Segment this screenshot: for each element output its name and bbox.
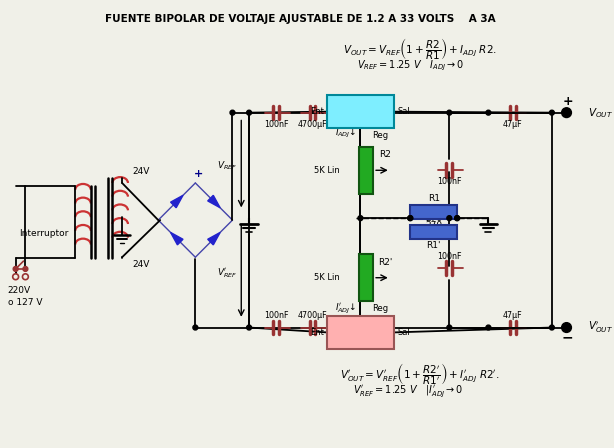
Text: 270: 270 [425, 221, 442, 230]
Circle shape [193, 325, 198, 330]
Text: $V_{OUT}'$: $V_{OUT}'$ [588, 320, 613, 335]
Text: $V_{REF}'$: $V_{REF}'$ [217, 266, 238, 280]
Circle shape [455, 215, 459, 220]
Polygon shape [208, 195, 220, 208]
Text: 220V: 220V [8, 286, 31, 295]
Circle shape [562, 323, 572, 332]
Text: FUENTE BIPOLAR DE VOLTAJE AJUSTABLE DE 1.2 A 33 VOLTS    A 3A: FUENTE BIPOLAR DE VOLTAJE AJUSTABLE DE 1… [104, 14, 495, 24]
Polygon shape [171, 195, 183, 208]
Circle shape [408, 215, 413, 220]
Text: 100nF: 100nF [437, 252, 462, 261]
Text: LM350K: LM350K [338, 107, 383, 116]
Text: $V_{OUT}'=V_{REF}'\left(1+\dfrac{R2'}{R1'}\right)+I_{ADJ}'\ R2'.$: $V_{OUT}'=V_{REF}'\left(1+\dfrac{R2'}{R1… [340, 362, 500, 388]
Polygon shape [171, 233, 183, 245]
Text: 100nF: 100nF [437, 177, 462, 186]
Circle shape [358, 215, 363, 220]
Polygon shape [208, 233, 220, 245]
Circle shape [247, 325, 252, 330]
Bar [410, 225, 457, 239]
Text: +: + [562, 95, 573, 108]
Circle shape [455, 215, 459, 220]
Text: $V_{OUT} = V_{REF}\left(1+\dfrac{R2}{R1}\right)+I_{ADJ}\ R2.$: $V_{OUT} = V_{REF}\left(1+\dfrac{R2}{R1}… [343, 36, 497, 62]
Text: 5K Lin: 5K Lin [314, 273, 340, 282]
Text: −: − [562, 330, 573, 345]
Text: 4700μF: 4700μF [298, 311, 327, 320]
Text: Reg: Reg [372, 131, 388, 140]
Text: $I_{ADJ}'$↓: $I_{ADJ}'$↓ [335, 302, 357, 316]
Bar [359, 254, 373, 301]
Circle shape [230, 110, 235, 115]
Text: $V_{REF}'=1.25\ V\quad |I_{ADJ}'\rightarrow0$: $V_{REF}'=1.25\ V\quad |I_{ADJ}'\rightar… [353, 383, 464, 399]
Text: $I_{ADJ}$↓: $I_{ADJ}$↓ [335, 127, 357, 140]
Text: R2': R2' [378, 258, 392, 267]
Circle shape [13, 274, 18, 280]
Text: 4700μF: 4700μF [298, 120, 327, 129]
Text: Ent: Ent [311, 107, 324, 116]
Text: $V_{REF}$: $V_{REF}$ [217, 159, 238, 172]
Bar [327, 95, 394, 128]
Text: LT1033: LT1033 [341, 327, 379, 337]
Text: 100nF: 100nF [264, 120, 289, 129]
Text: 270: 270 [425, 214, 442, 223]
Circle shape [562, 108, 572, 117]
Circle shape [550, 110, 554, 115]
Text: Ent: Ent [311, 328, 324, 337]
Text: R1: R1 [428, 194, 440, 203]
Circle shape [486, 110, 491, 115]
Text: 47μF: 47μF [503, 120, 523, 129]
Circle shape [550, 325, 554, 330]
Circle shape [23, 267, 28, 271]
Text: 47μF: 47μF [503, 311, 523, 320]
Text: Sal: Sal [397, 328, 410, 337]
Text: $V_{OUT}$: $V_{OUT}$ [588, 106, 613, 120]
Text: Interruptor: Interruptor [20, 229, 69, 238]
Circle shape [408, 215, 413, 220]
Text: +: + [193, 169, 203, 179]
Text: R1': R1' [427, 241, 441, 250]
Text: R2: R2 [379, 150, 391, 159]
Text: 100nF: 100nF [264, 311, 289, 320]
Circle shape [447, 110, 452, 115]
Bar [359, 147, 373, 194]
Circle shape [13, 267, 18, 271]
Text: 5K Lin: 5K Lin [314, 166, 340, 175]
Circle shape [23, 274, 28, 280]
Text: 24V: 24V [132, 259, 149, 268]
Text: $V_{REF}=1.25\ V\quad I_{ADJ}{\rightarrow}0$: $V_{REF}=1.25\ V\quad I_{ADJ}{\rightarro… [357, 59, 464, 73]
Text: Sal: Sal [397, 107, 410, 116]
Circle shape [247, 110, 252, 115]
Text: o 127 V: o 127 V [8, 297, 42, 306]
Bar [410, 206, 457, 219]
Circle shape [447, 325, 452, 330]
Bar [327, 316, 394, 349]
Circle shape [486, 325, 491, 330]
Text: Reg: Reg [372, 305, 388, 314]
Circle shape [447, 215, 452, 220]
Text: 24V: 24V [132, 167, 149, 176]
